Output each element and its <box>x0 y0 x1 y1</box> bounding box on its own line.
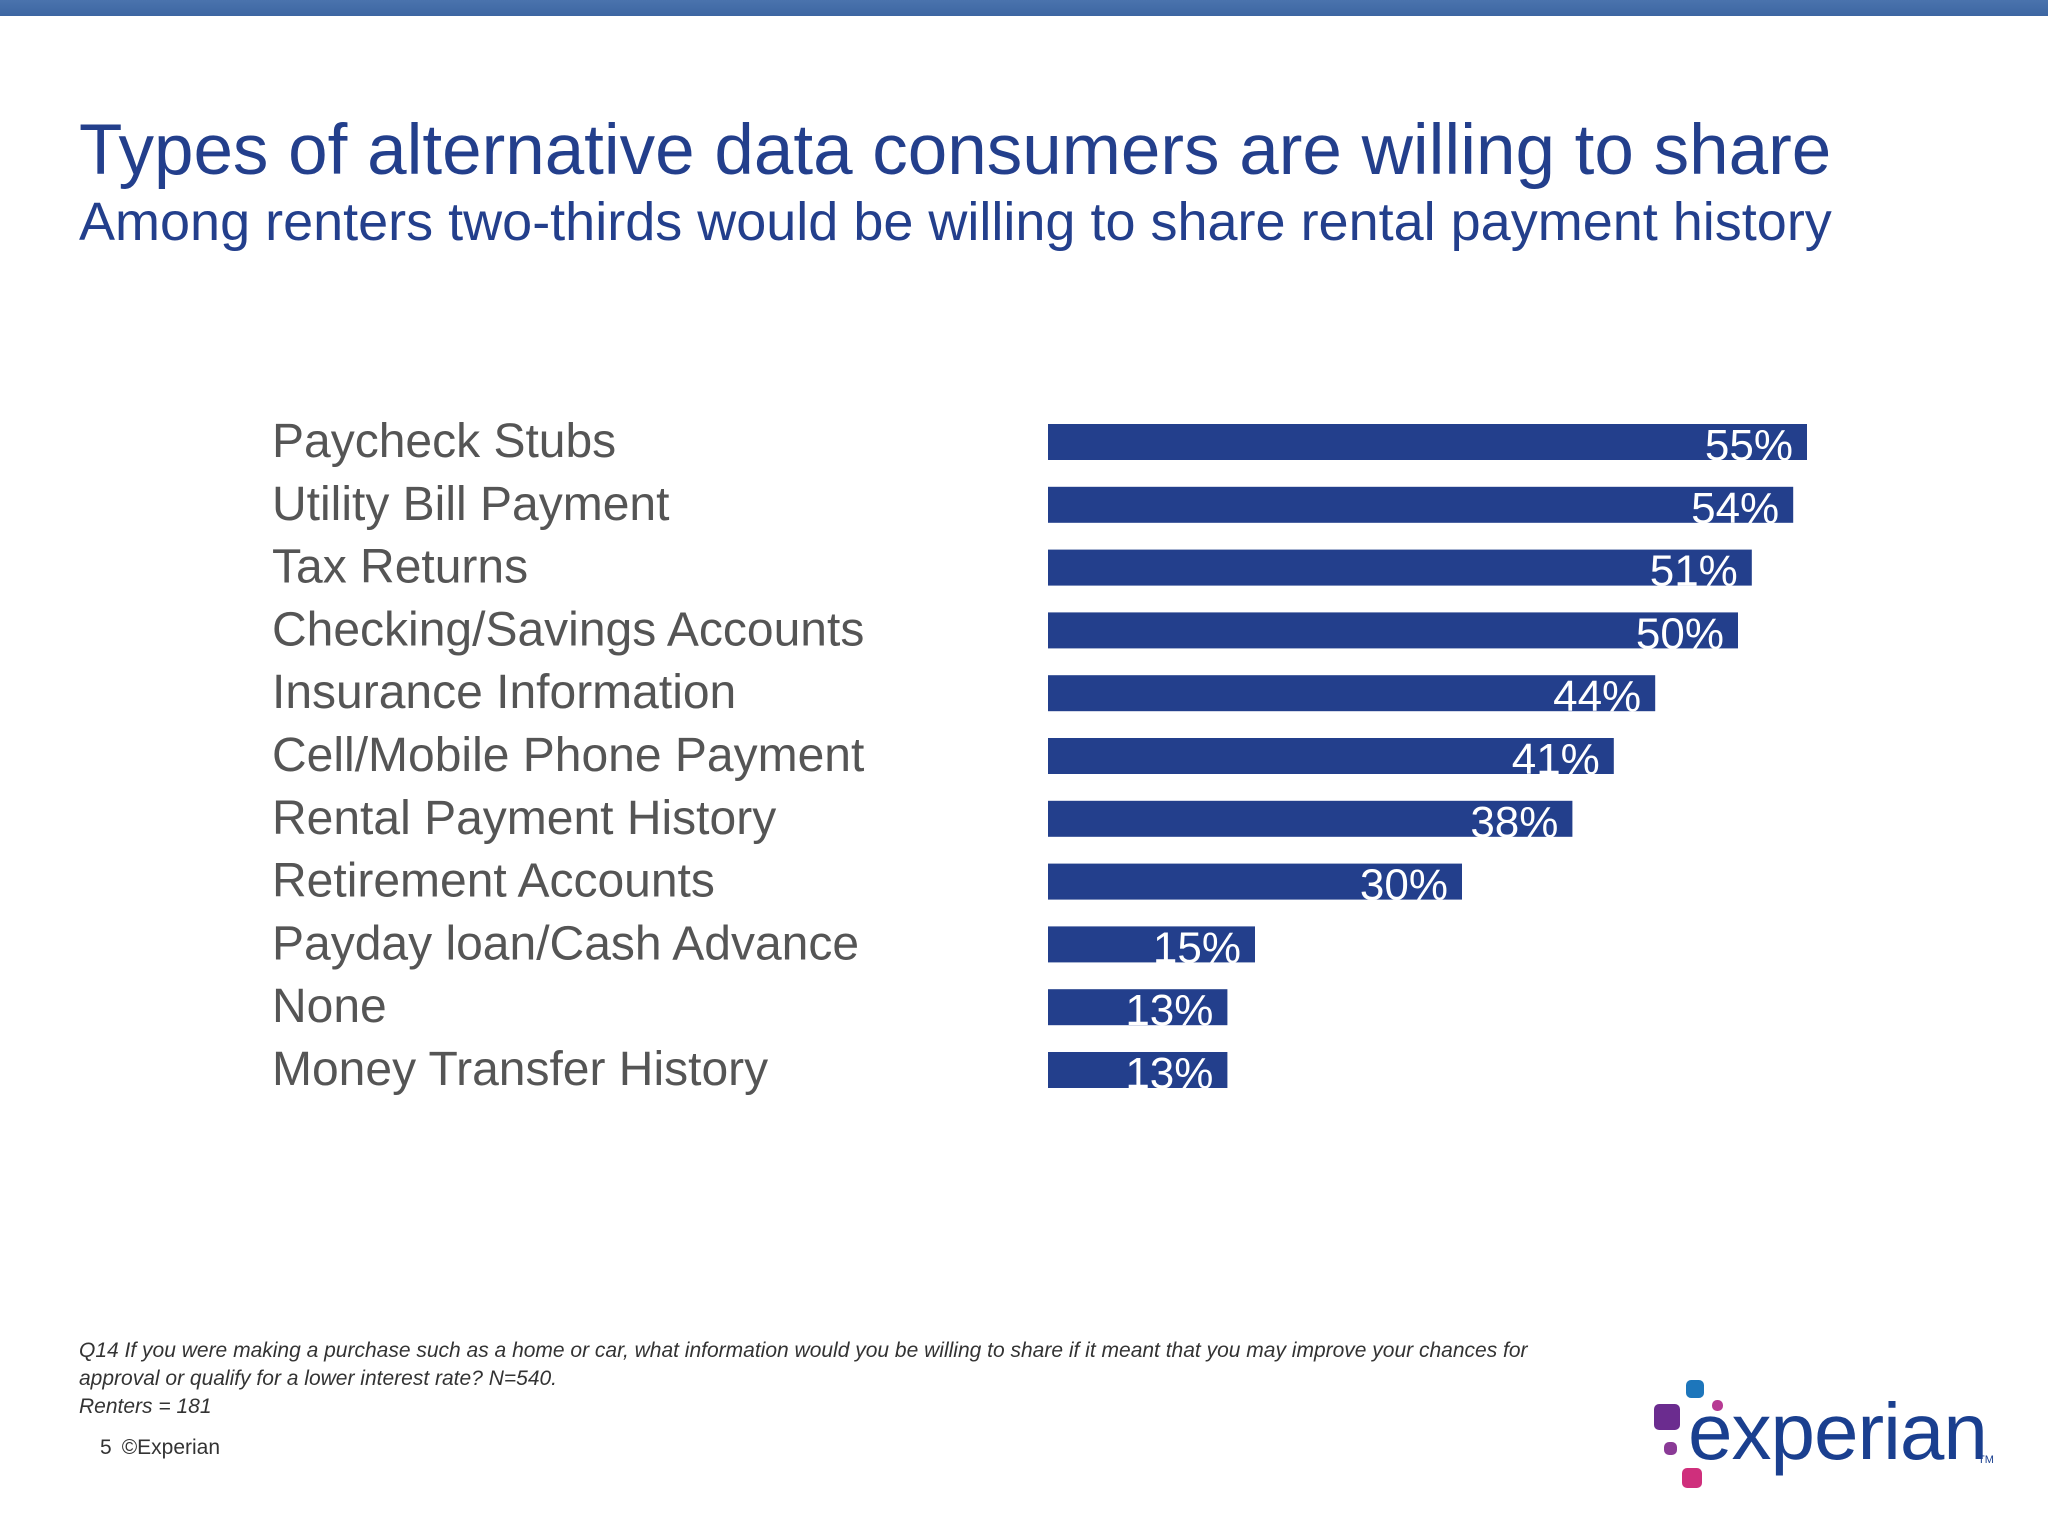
category-label: Utility Bill Payment <box>272 478 669 531</box>
category-label: Checking/Savings Accounts <box>272 603 864 656</box>
logo-dot-pink-small <box>1712 1400 1723 1411</box>
value-label: 38% <box>1470 798 1558 847</box>
value-label: 41% <box>1512 735 1600 784</box>
bar <box>1048 926 1255 963</box>
footnote: Q14 If you were making a purchase such a… <box>79 1337 1679 1421</box>
experian-logo: experian TM <box>1648 1376 1998 1496</box>
logo-dot-purple <box>1654 1404 1680 1430</box>
category-label: Tax Returns <box>272 541 528 594</box>
bar <box>1048 1052 1228 1088</box>
value-label: 44% <box>1553 672 1641 721</box>
page-footer: 5 ©Experian <box>100 1436 220 1460</box>
logo-dot-blue <box>1686 1380 1704 1398</box>
value-label: 13% <box>1125 1049 1213 1098</box>
logo-dot-magenta <box>1682 1468 1702 1488</box>
category-label: Money Transfer History <box>272 1043 768 1096</box>
value-label: 15% <box>1153 923 1241 972</box>
bar <box>1048 424 1807 460</box>
value-label: 30% <box>1360 861 1448 910</box>
category-label: Paycheck Stubs <box>272 415 616 468</box>
page-number: 5 <box>100 1436 112 1459</box>
slide-title: Types of alternative data consumers are … <box>79 111 1832 190</box>
top-accent-bar <box>0 0 2048 16</box>
value-label: 13% <box>1125 986 1213 1035</box>
category-label: None <box>272 980 387 1033</box>
bar <box>1048 612 1738 649</box>
category-label: Rental Payment History <box>272 792 776 845</box>
slide-subtitle: Among renters two-thirds would be willin… <box>79 192 1832 252</box>
bar <box>1048 989 1228 1026</box>
bar <box>1048 863 1462 900</box>
value-label: 54% <box>1691 484 1779 533</box>
bar <box>1048 675 1656 712</box>
value-label: 51% <box>1650 547 1738 596</box>
value-label: 55% <box>1705 421 1793 470</box>
logo-wordmark: experian <box>1688 1387 1988 1476</box>
footnote-line: approval or qualify for a lower interest… <box>79 1367 558 1390</box>
logo-dot-purple-small <box>1664 1442 1677 1455</box>
bar <box>1048 549 1752 586</box>
footnote-line: Renters = 181 <box>79 1395 212 1418</box>
bar <box>1048 800 1573 837</box>
bar <box>1048 738 1614 774</box>
bar <box>1048 486 1794 523</box>
category-label: Retirement Accounts <box>272 855 715 908</box>
category-label: Insurance Information <box>272 666 736 719</box>
footnote-line: Q14 If you were making a purchase such a… <box>79 1339 1528 1362</box>
category-label: Cell/Mobile Phone Payment <box>272 729 864 782</box>
category-label: Payday loan/Cash Advance <box>272 917 859 970</box>
copyright-text: ©Experian <box>121 1436 221 1459</box>
value-label: 50% <box>1636 609 1724 658</box>
logo-trademark: TM <box>1978 1454 1994 1466</box>
bar-chart: Paycheck Stubs 55% Utility Bill Payment 54%… <box>272 415 1807 1098</box>
